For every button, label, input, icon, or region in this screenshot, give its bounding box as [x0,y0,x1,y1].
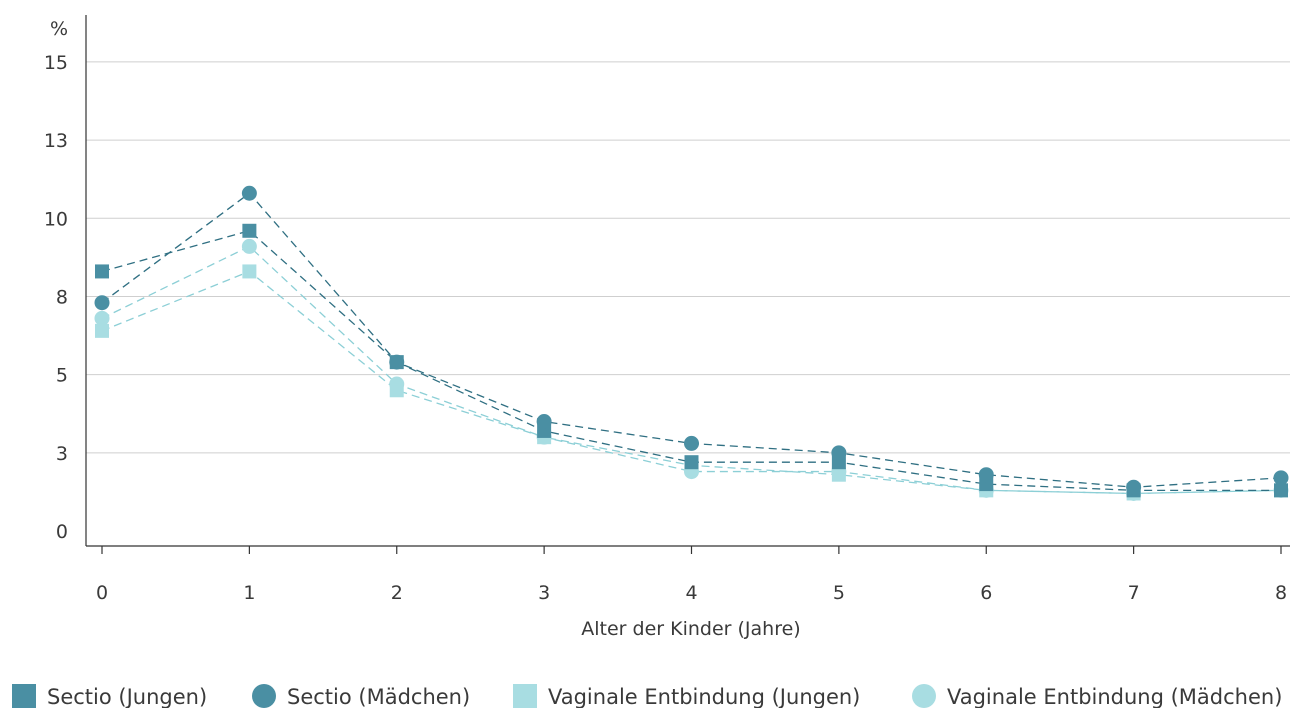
axes [85,15,1290,554]
y-tick-label: 10 [44,208,68,230]
series-line [101,245,1282,495]
data-point-circle [389,354,405,370]
data-point-circle [1126,479,1142,495]
x-tick-label: 6 [980,582,992,604]
data-point-circle [389,376,405,392]
y-tick-label: 3 [56,443,68,465]
y-tick-label: 8 [56,286,68,308]
data-point-square [242,223,257,238]
y-tick-label: 13 [44,130,68,152]
y-tick-label: 15 [44,52,68,74]
legend-swatch-circle [912,684,936,708]
legend-swatch-square [12,684,36,708]
data-point-circle [94,295,110,311]
y-axis-unit-label: % [50,18,68,40]
legend-swatch-square [513,684,537,708]
data-point-square [684,455,699,470]
data-point-square [95,323,109,338]
x-axis-title: Alter der Kinder (Jahre) [581,618,800,640]
x-tick-label: 5 [833,582,845,604]
y-tick-label: 0 [56,521,68,543]
x-tick-label: 3 [538,582,550,604]
data-point-circle [684,435,699,451]
legend-label: Vaginale Entbindung (Mädchen) [947,685,1282,708]
x-tick-label: 8 [1275,582,1287,604]
series-group [94,185,1289,501]
x-tick-labels: 0 1 2 3 4 5 6 7 8 [96,582,1287,604]
x-tick-label: 1 [243,582,255,604]
data-point-circle [536,414,552,430]
gridlines [86,61,1290,454]
x-tick-label: 0 [96,582,108,604]
series-line [101,230,1281,491]
x-tick-label: 7 [1128,582,1140,604]
data-point-square [242,264,257,279]
data-point-square [1274,483,1288,498]
legend: Sectio (Jungen) Sectio (Mädchen) Vaginale … [12,684,1282,708]
legend-label: Vaginale Entbindung (Jungen) [548,685,860,708]
data-point-circle [241,185,257,201]
legend-label: Sectio (Jungen) [47,685,207,708]
y-tick-labels: 0 3 5 8 10 13 15 [44,52,68,543]
legend-swatch-circle [252,684,276,708]
legend-label: Sectio (Mädchen) [287,685,470,708]
data-point-circle [831,445,847,461]
data-point-circle [94,310,110,326]
x-tick-label: 2 [391,582,403,604]
data-point-circle [241,238,257,254]
data-point-square [95,264,109,279]
data-point-circle [978,467,994,483]
y-tick-label: 5 [56,365,68,387]
data-point-circle [1273,470,1289,486]
x-tick-label: 4 [685,582,697,604]
